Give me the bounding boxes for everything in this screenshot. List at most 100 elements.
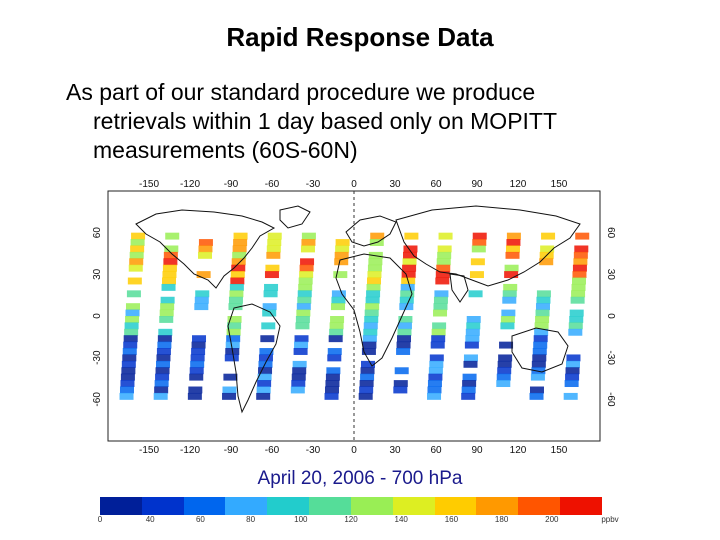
- swath-cell: [397, 328, 412, 336]
- swath-cell: [124, 322, 139, 330]
- swath-cell: [129, 251, 144, 259]
- swath-cell: [264, 271, 279, 279]
- swath-cell: [154, 380, 169, 388]
- lon-tick-label-bottom: -120: [180, 445, 200, 456]
- swath-cell: [256, 386, 271, 394]
- colorbar-tick-labels: 0 40 60 80 100 120 140 160 180 200 ppbv: [98, 515, 620, 527]
- swath-cell: [462, 380, 477, 388]
- swath-cell: [233, 232, 248, 240]
- swath-cell: [127, 277, 142, 285]
- swath-cell: [363, 322, 378, 330]
- swath-cell: [430, 341, 445, 349]
- swath-cell: [259, 348, 274, 355]
- swath-cell: [299, 271, 314, 279]
- swath-cell: [263, 290, 278, 298]
- swath-cell: [572, 277, 587, 285]
- lon-tick-label-top: 60: [430, 179, 442, 190]
- swath-cell: [533, 341, 548, 349]
- colorbar-tick-label: 60: [195, 515, 205, 524]
- colorbar-segment: [350, 497, 393, 515]
- swath-cell: [464, 341, 479, 349]
- lat-tick-label-right: -30: [605, 350, 616, 365]
- swath-cell: [461, 386, 476, 394]
- retrieval-swath: [256, 232, 282, 400]
- swath-cell: [327, 354, 342, 362]
- swath-cell: [161, 283, 176, 291]
- retrieval-swath: [222, 232, 248, 400]
- swath-cell: [260, 335, 275, 343]
- swath-cell: [500, 322, 515, 330]
- colorbar-tick-label: 100: [294, 515, 308, 524]
- swath-cell: [572, 271, 587, 279]
- swath-cell: [190, 354, 205, 362]
- swath-cell: [402, 264, 417, 272]
- swath-cell: [264, 283, 279, 291]
- swath-cell: [461, 392, 476, 400]
- swath-cell: [565, 373, 580, 381]
- swath-cell: [189, 367, 204, 375]
- swath-cell: [261, 322, 276, 330]
- swath-cell: [295, 322, 310, 330]
- swath-cell: [296, 303, 311, 311]
- swath-cell: [571, 283, 586, 291]
- swath-cell: [362, 341, 377, 349]
- swath-cell: [226, 335, 241, 343]
- swath-cell: [435, 277, 450, 285]
- swath-cell: [121, 360, 136, 368]
- swath-cell: [228, 303, 243, 311]
- swath-cell: [194, 303, 209, 311]
- swath-cell: [119, 392, 134, 400]
- australia-outline: [511, 327, 569, 373]
- swath-cell: [331, 296, 346, 304]
- retrieval-swath: [187, 239, 213, 400]
- swath-cell: [231, 258, 246, 266]
- swath-cell: [463, 354, 478, 362]
- swath-cell: [195, 290, 210, 298]
- swath-cell: [397, 335, 412, 343]
- lat-tick-label-left: 0: [92, 313, 103, 319]
- swath-cell: [566, 360, 581, 368]
- swath-cell: [506, 239, 521, 246]
- swath-cell: [156, 354, 171, 362]
- swath-cell: [222, 386, 237, 394]
- lon-tick-label-bottom: -150: [139, 445, 159, 456]
- swath-cell: [125, 303, 140, 311]
- swath-cell: [267, 239, 282, 246]
- india-outline: [449, 273, 469, 303]
- swath-cell: [366, 283, 381, 291]
- swath-cell: [126, 290, 141, 298]
- swath-cell: [367, 271, 382, 279]
- swath-cell: [257, 380, 272, 388]
- swath-cell: [465, 335, 480, 343]
- swath-cell: [427, 392, 442, 400]
- swath-cell: [502, 290, 517, 298]
- swath-cell: [262, 309, 277, 317]
- swath-cell: [295, 316, 310, 323]
- swath-cell: [533, 335, 548, 343]
- swath-cell: [327, 348, 342, 355]
- lon-tick-label-bottom: 0: [351, 445, 357, 456]
- swath-cell: [120, 373, 135, 381]
- swath-cell: [334, 251, 349, 259]
- africa-outline: [335, 253, 413, 367]
- swath-cell: [496, 373, 511, 381]
- swath-cell: [164, 245, 179, 253]
- colorbar-segment: [225, 497, 268, 515]
- swath-cell: [230, 277, 245, 285]
- swath-cell: [227, 322, 242, 330]
- colorbar-segment: [560, 497, 602, 515]
- swath-cell: [530, 373, 545, 381]
- coastline-layer: [135, 205, 581, 414]
- swath-cell: [529, 386, 544, 394]
- swath-cell: [570, 296, 585, 304]
- swath-cell: [365, 303, 380, 311]
- swath-cell: [397, 322, 412, 330]
- swath-cell: [432, 322, 447, 330]
- swath-cell: [157, 341, 172, 349]
- swath-cell: [262, 303, 277, 311]
- swath-cell: [436, 258, 451, 266]
- lat-tick-label-left: -30: [92, 350, 103, 365]
- swath-cell: [155, 373, 170, 381]
- swath-cell: [198, 239, 213, 246]
- swath-cell: [192, 335, 207, 343]
